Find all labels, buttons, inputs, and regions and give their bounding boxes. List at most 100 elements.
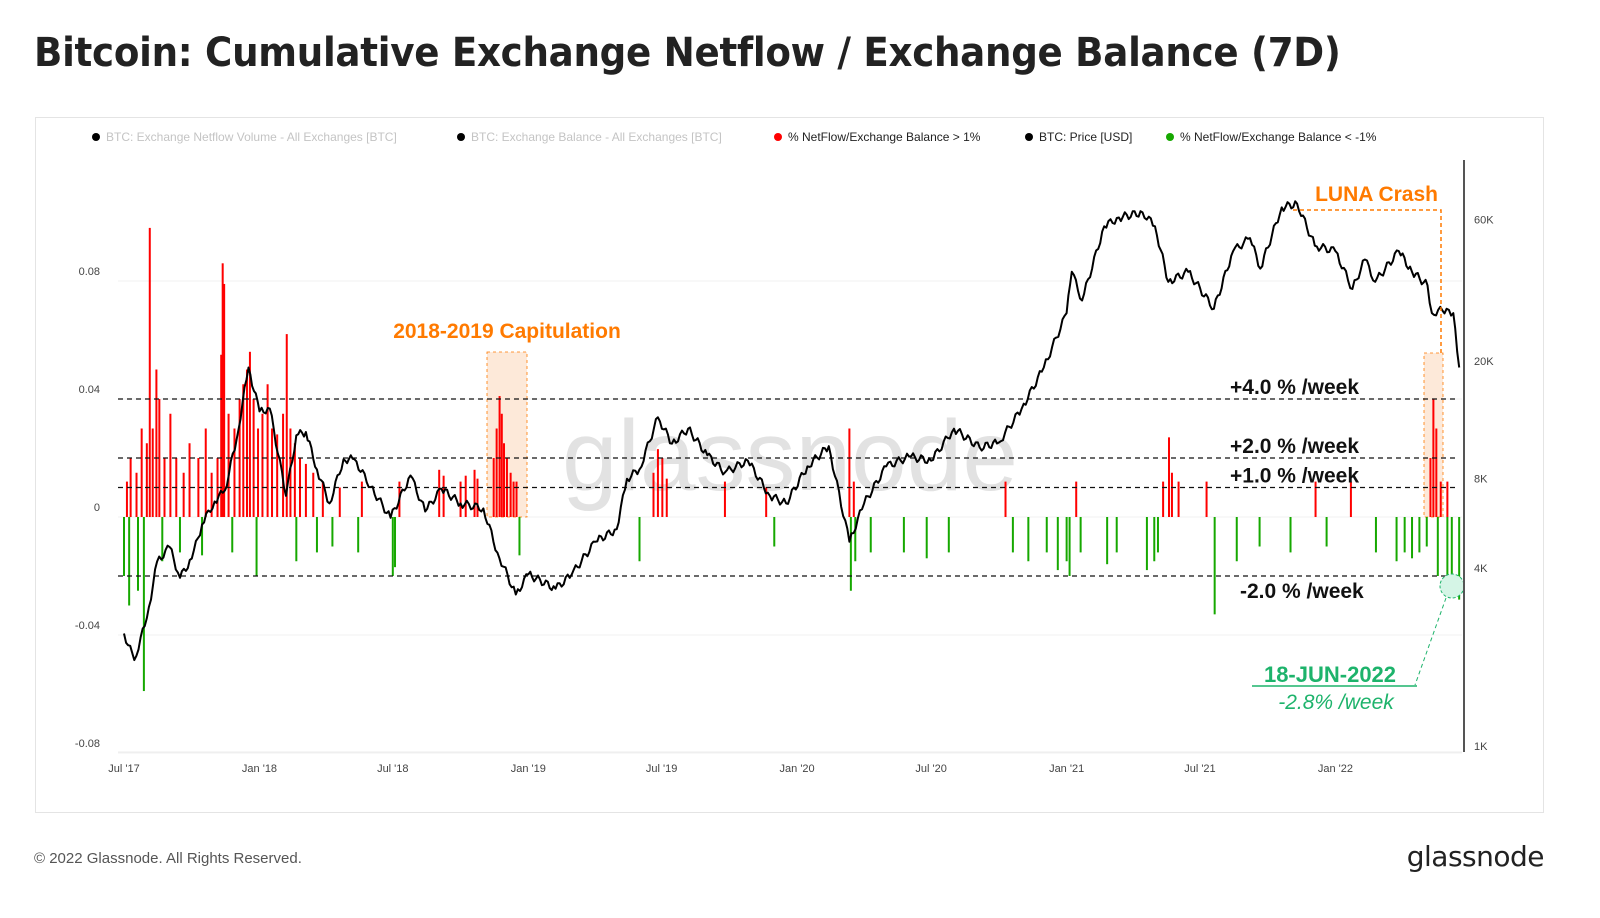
negative-netflow-bar xyxy=(1068,517,1071,576)
positive-netflow-bar xyxy=(158,399,161,517)
legend-marker xyxy=(1166,133,1174,141)
negative-netflow-bar xyxy=(1045,517,1048,553)
negative-netflow-bar xyxy=(925,517,928,559)
positive-netflow-bar xyxy=(848,428,851,517)
positive-netflow-bar xyxy=(495,428,498,517)
chart-panel xyxy=(35,117,1544,813)
negative-netflow-bar xyxy=(1418,517,1421,553)
legend-item[interactable]: BTC: Price [USD] xyxy=(1039,130,1132,144)
negative-netflow-bar xyxy=(1395,517,1398,562)
y-left-tick: -0.08 xyxy=(75,738,100,750)
jun-2022-sublabel: -2.8% /week xyxy=(1278,691,1395,714)
positive-netflow-bar xyxy=(261,413,264,517)
jun-2022-label: 18-JUN-2022 xyxy=(1264,662,1396,687)
y-left-tick: 0.08 xyxy=(79,266,100,278)
positive-netflow-bar xyxy=(233,428,236,517)
positive-netflow-bar xyxy=(151,428,154,517)
negative-netflow-bar xyxy=(1115,517,1118,553)
luna-crash-bracket xyxy=(1293,209,1442,353)
positive-netflow-bar xyxy=(125,481,128,517)
positive-netflow-bar xyxy=(169,413,172,517)
x-tick: Jan '22 xyxy=(1318,763,1353,775)
y-right-tick: 1K xyxy=(1474,741,1488,753)
negative-netflow-bar xyxy=(854,517,857,562)
legend-item[interactable]: BTC: Exchange Balance - All Exchanges [B… xyxy=(471,130,722,144)
jun-2022-connector xyxy=(1414,597,1447,686)
negative-netflow-bar xyxy=(1065,517,1068,562)
page-title: Bitcoin: Cumulative Exchange Netflow / E… xyxy=(34,30,1341,76)
positive-netflow-bar xyxy=(338,487,341,517)
negative-netflow-bar xyxy=(773,517,776,547)
negative-netflow-bar xyxy=(1374,517,1377,553)
positive-netflow-bar xyxy=(1349,481,1352,517)
negative-netflow-bar xyxy=(1011,517,1014,553)
positive-netflow-bar xyxy=(360,481,363,517)
positive-netflow-bar xyxy=(1168,437,1171,517)
positive-netflow-bar xyxy=(197,458,200,517)
capitulation-label: 2018-2019 Capitulation xyxy=(393,320,621,343)
negative-netflow-bar xyxy=(201,517,204,556)
positive-netflow-bar xyxy=(220,354,223,517)
positive-netflow-bar xyxy=(1075,481,1078,517)
negative-netflow-bar xyxy=(1325,517,1328,547)
jun-2022-marker xyxy=(1439,573,1465,599)
negative-netflow-bar xyxy=(518,517,521,556)
x-tick: Jul '17 xyxy=(108,763,139,775)
positive-netflow-bar xyxy=(459,481,462,517)
x-tick: Jul '21 xyxy=(1184,763,1215,775)
negative-netflow-bar xyxy=(947,517,950,553)
glassnode-logo: glassnode xyxy=(1406,840,1545,873)
y-right-tick: 4K xyxy=(1474,563,1488,575)
positive-netflow-bar xyxy=(242,384,245,517)
negative-netflow-bar xyxy=(255,517,258,576)
negative-netflow-bar xyxy=(391,517,394,576)
negative-netflow-bar xyxy=(1458,517,1461,600)
level-label: +4.0 % /week xyxy=(1230,376,1359,399)
negative-netflow-bar xyxy=(357,517,360,553)
level-label: +1.0 % /week xyxy=(1230,465,1359,488)
positive-netflow-bar xyxy=(223,283,226,517)
negative-netflow-bar xyxy=(136,517,139,591)
x-tick: Jul '18 xyxy=(377,763,408,775)
positive-netflow-bar xyxy=(765,487,768,517)
legend-item[interactable]: % NetFlow/Exchange Balance < -1% xyxy=(1180,130,1377,144)
legend-item[interactable]: BTC: Exchange Netflow Volume - All Excha… xyxy=(106,130,397,144)
positive-netflow-bar xyxy=(257,428,260,517)
positive-netflow-bar xyxy=(271,428,274,517)
negative-netflow-bar xyxy=(178,517,181,553)
positive-netflow-bar xyxy=(245,369,248,517)
negative-netflow-bar xyxy=(1258,517,1261,547)
negative-netflow-bar xyxy=(1235,517,1238,562)
positive-netflow-bar xyxy=(442,475,445,517)
positive-netflow-bar xyxy=(492,458,495,517)
negative-netflow-bar xyxy=(1411,517,1414,559)
x-tick: Jul '20 xyxy=(915,763,946,775)
negative-netflow-bar xyxy=(1156,517,1159,553)
positive-netflow-bar xyxy=(304,463,307,517)
legend-item[interactable]: % NetFlow/Exchange Balance > 1% xyxy=(788,130,981,144)
positive-netflow-bar xyxy=(285,334,288,517)
level-label: -2.0 % /week xyxy=(1240,580,1364,603)
positive-netflow-bar xyxy=(248,351,251,517)
positive-netflow-bar xyxy=(438,469,441,517)
y-left-tick: -0.04 xyxy=(75,620,100,632)
negative-netflow-bar xyxy=(1450,517,1453,576)
positive-netflow-bar xyxy=(665,478,668,517)
negative-netflow-bar xyxy=(1056,517,1059,571)
positive-netflow-bar xyxy=(145,443,148,517)
positive-netflow-bar xyxy=(210,472,213,517)
legend-marker xyxy=(92,133,100,141)
positive-netflow-bar xyxy=(1162,481,1165,517)
positive-netflow-bar xyxy=(266,384,269,517)
x-tick: Jan '20 xyxy=(780,763,815,775)
x-tick: Jan '18 xyxy=(242,763,277,775)
positive-netflow-bar xyxy=(276,434,279,517)
positive-netflow-bar xyxy=(509,472,512,517)
positive-netflow-bar xyxy=(221,263,224,517)
y-right-tick: 20K xyxy=(1474,356,1494,368)
y-left-tick: 0.04 xyxy=(79,384,100,396)
positive-netflow-bar xyxy=(135,472,138,517)
negative-netflow-bar xyxy=(1027,517,1030,562)
positive-netflow-bar xyxy=(473,469,476,517)
